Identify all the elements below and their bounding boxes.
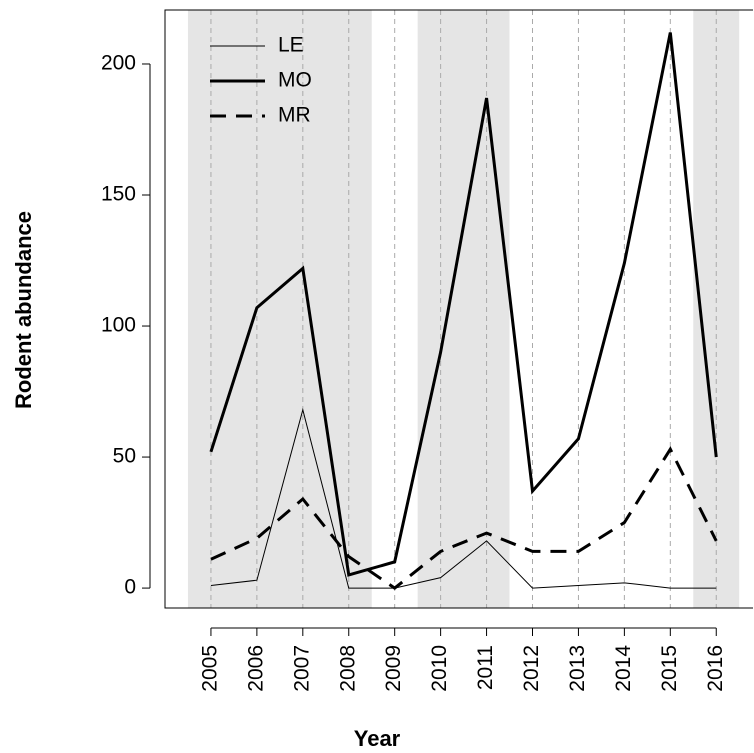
x-tick-label: 2015 bbox=[658, 645, 681, 692]
y-tick-label: 100 bbox=[101, 314, 136, 337]
plot-area bbox=[209, 10, 718, 608]
y-tick-label: 50 bbox=[113, 445, 136, 468]
x-tick-label: 2016 bbox=[704, 645, 727, 692]
x-tick-label: 2008 bbox=[336, 645, 359, 692]
legend-label: LE bbox=[278, 34, 304, 57]
x-tick-label: 2006 bbox=[244, 645, 267, 692]
y-tick-label: 200 bbox=[101, 52, 136, 75]
series-line bbox=[210, 446, 718, 590]
x-tick-label: 2012 bbox=[520, 645, 543, 692]
shaded-band bbox=[187, 10, 372, 608]
y-axis-label: Rodent abundance bbox=[11, 211, 36, 409]
plot-frame bbox=[164, 9, 753, 609]
x-tick-label: 2010 bbox=[428, 645, 451, 692]
y-tick-label: 0 bbox=[124, 576, 136, 599]
series-line bbox=[210, 407, 717, 589]
x-tick-label: 2007 bbox=[290, 645, 313, 692]
series-line bbox=[209, 32, 718, 577]
legend-label: MR bbox=[278, 104, 311, 127]
x-tick-label: 2013 bbox=[566, 645, 589, 692]
x-tick-label: 2014 bbox=[612, 645, 635, 692]
bands bbox=[187, 10, 740, 608]
y-tick-label: 150 bbox=[101, 183, 136, 206]
x-tick-label: 2005 bbox=[198, 645, 221, 692]
x-tick-label: 2011 bbox=[474, 645, 497, 690]
shaded-band bbox=[417, 10, 510, 608]
x-tick-label: 2009 bbox=[382, 645, 405, 692]
legend-label: MO bbox=[278, 69, 312, 92]
x-axis-label: Year bbox=[354, 726, 401, 751]
